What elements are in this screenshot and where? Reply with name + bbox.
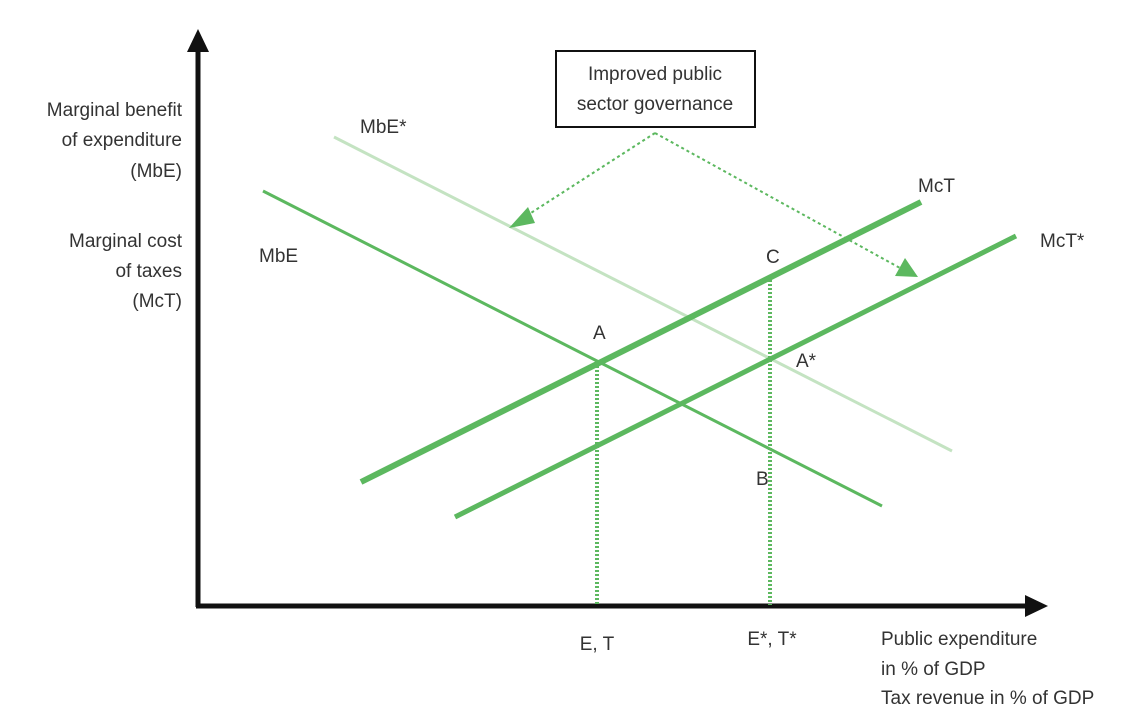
mct-label: McT [918, 176, 955, 197]
x-axis-arrowhead [1025, 595, 1048, 617]
y-axis-label-1-line-2: of expenditure [62, 130, 182, 151]
y-axis-label-2-line-1: Marginal cost [69, 231, 183, 252]
x-axis-label-line-2: in % of GDP [881, 659, 986, 680]
y-axis-arrowhead [187, 29, 209, 52]
mct-star-label: McT* [1040, 231, 1085, 252]
y-axis-label-1-line-3: (MbE) [130, 161, 182, 182]
y-axis-label-1-line-1: Marginal benefit [47, 100, 183, 121]
point-a-label: A [593, 323, 606, 344]
mbe-star-label: MbE* [360, 117, 407, 138]
point-a-star-label: A* [796, 351, 817, 372]
callout-line-1: Improved public [588, 64, 722, 85]
mct-curve [359, 199, 923, 485]
callout-arrow-left-head [509, 207, 535, 228]
mbe-star-curve [333, 135, 953, 453]
callout-box [555, 50, 756, 128]
point-c-label: C [766, 247, 780, 268]
callout-arrow-left-line [519, 132, 656, 221]
callout-arrow-right-head [895, 258, 918, 277]
mct-star-curve [453, 233, 1018, 520]
mbe-curve [262, 189, 883, 508]
point-b-label: B [756, 469, 769, 490]
callout-line-2: sector governance [577, 94, 733, 115]
y-axis-label-2-line-2: of taxes [115, 261, 182, 282]
x-tick-et-star: E*, T* [747, 629, 797, 650]
callout-arrow-right-line [654, 132, 901, 269]
mbe-label: MbE [259, 246, 298, 267]
y-axis-label-2-line-3: (McT) [132, 291, 182, 312]
x-axis-label-line-3: Tax revenue in % of GDP [881, 688, 1094, 709]
x-tick-et: E, T [580, 634, 615, 655]
x-axis-label-line-1: Public expenditure [881, 629, 1037, 650]
